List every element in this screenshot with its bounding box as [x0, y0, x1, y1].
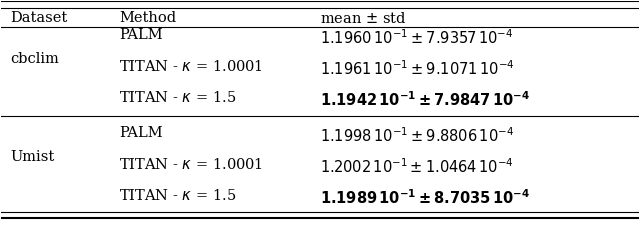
Text: mean $\pm$ std: mean $\pm$ std	[320, 11, 406, 26]
Text: TITAN - $\kappa$ = 1.5: TITAN - $\kappa$ = 1.5	[119, 188, 236, 203]
Text: PALM: PALM	[119, 28, 163, 42]
Text: $\mathbf{1.1942\, 10^{-1} \pm 7.9847\, 10^{-4}}$: $\mathbf{1.1942\, 10^{-1} \pm 7.9847\, 1…	[320, 90, 530, 109]
Text: PALM: PALM	[119, 126, 163, 140]
Text: TITAN - $\kappa$ = 1.5: TITAN - $\kappa$ = 1.5	[119, 90, 236, 105]
Text: Method: Method	[119, 11, 176, 25]
Text: $\mathbf{1.1989\, 10^{-1} \pm 8.7035\, 10^{-4}}$: $\mathbf{1.1989\, 10^{-1} \pm 8.7035\, 1…	[320, 188, 530, 207]
Text: TITAN - $\kappa$ = 1.0001: TITAN - $\kappa$ = 1.0001	[119, 59, 263, 74]
Text: $1.1998\, 10^{-1} \pm 9.8806\, 10^{-4}$: $1.1998\, 10^{-1} \pm 9.8806\, 10^{-4}$	[320, 126, 514, 145]
Text: Dataset: Dataset	[10, 11, 68, 25]
Text: TITAN - $\kappa$ = 1.0001: TITAN - $\kappa$ = 1.0001	[119, 157, 263, 172]
Text: cbclim: cbclim	[10, 52, 59, 66]
Text: $1.1961\, 10^{-1} \pm 9.1071\, 10^{-4}$: $1.1961\, 10^{-1} \pm 9.1071\, 10^{-4}$	[320, 59, 515, 78]
Text: Umist: Umist	[10, 150, 54, 164]
Text: $1.2002\, 10^{-1} \pm 1.0464\, 10^{-4}$: $1.2002\, 10^{-1} \pm 1.0464\, 10^{-4}$	[320, 157, 514, 176]
Text: $1.1960\, 10^{-1} \pm 7.9357\, 10^{-4}$: $1.1960\, 10^{-1} \pm 7.9357\, 10^{-4}$	[320, 28, 513, 47]
